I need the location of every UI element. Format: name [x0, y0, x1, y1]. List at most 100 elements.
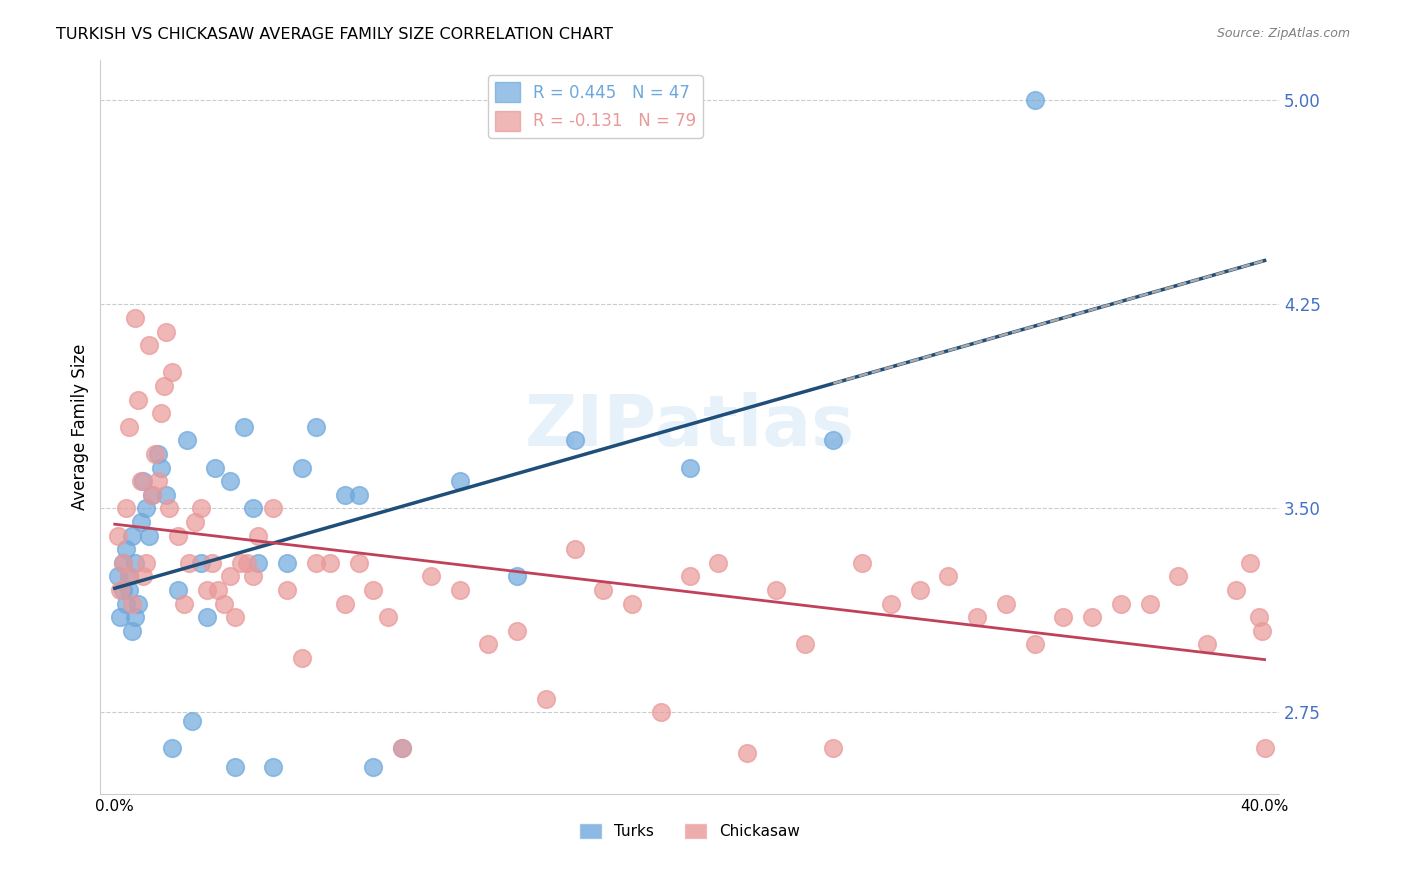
Chickasaw	[650, 706, 672, 720]
Text: TURKISH VS CHICKASAW AVERAGE FAMILY SIZE CORRELATION CHART: TURKISH VS CHICKASAW AVERAGE FAMILY SIZE…	[56, 27, 613, 42]
Turks	[262, 760, 284, 774]
Chickasaw	[377, 610, 399, 624]
Chickasaw	[138, 338, 160, 352]
Turks	[290, 460, 312, 475]
Chickasaw	[110, 582, 132, 597]
Chickasaw	[1253, 740, 1275, 755]
Turks	[121, 624, 143, 638]
Turks	[823, 434, 845, 448]
Chickasaw	[135, 556, 157, 570]
Chickasaw	[143, 447, 166, 461]
Chickasaw	[152, 379, 174, 393]
Chickasaw	[305, 556, 328, 570]
Chickasaw	[347, 556, 370, 570]
Chickasaw	[112, 556, 135, 570]
Turks	[333, 488, 356, 502]
Chickasaw	[363, 582, 385, 597]
Turks	[391, 740, 413, 755]
Turks	[155, 488, 177, 502]
Chickasaw	[121, 597, 143, 611]
Chickasaw	[449, 582, 471, 597]
Chickasaw	[1024, 637, 1046, 651]
Turks	[107, 569, 129, 583]
Chickasaw	[1225, 582, 1247, 597]
Chickasaw	[793, 637, 815, 651]
Chickasaw	[127, 392, 149, 407]
Chickasaw	[247, 528, 270, 542]
Chickasaw	[1197, 637, 1219, 651]
Turks	[138, 528, 160, 542]
Turks	[1024, 94, 1046, 108]
Chickasaw	[319, 556, 342, 570]
Chickasaw	[851, 556, 873, 570]
Chickasaw	[262, 501, 284, 516]
Chickasaw	[212, 597, 235, 611]
Turks	[218, 474, 240, 488]
Chickasaw	[107, 528, 129, 542]
Chickasaw	[1109, 597, 1132, 611]
Chickasaw	[1081, 610, 1104, 624]
Chickasaw	[707, 556, 730, 570]
Turks	[118, 569, 141, 583]
Chickasaw	[201, 556, 224, 570]
Turks	[276, 556, 298, 570]
Chickasaw	[994, 597, 1017, 611]
Turks	[112, 556, 135, 570]
Chickasaw	[621, 597, 644, 611]
Turks	[305, 419, 328, 434]
Turks	[347, 488, 370, 502]
Text: Source: ZipAtlas.com: Source: ZipAtlas.com	[1216, 27, 1350, 40]
Chickasaw	[231, 556, 253, 570]
Chickasaw	[129, 474, 152, 488]
Turks	[115, 597, 138, 611]
Chickasaw	[149, 406, 172, 420]
Turks	[110, 610, 132, 624]
Chickasaw	[1167, 569, 1189, 583]
Turks	[242, 501, 264, 516]
Chickasaw	[157, 501, 180, 516]
Chickasaw	[118, 569, 141, 583]
Turks	[132, 474, 155, 488]
Chickasaw	[124, 311, 146, 326]
Turks	[176, 434, 198, 448]
Turks	[363, 760, 385, 774]
Turks	[181, 714, 204, 728]
Chickasaw	[224, 610, 246, 624]
Turks	[195, 610, 218, 624]
Chickasaw	[218, 569, 240, 583]
Turks	[127, 597, 149, 611]
Turks	[204, 460, 226, 475]
Chickasaw	[938, 569, 960, 583]
Turks	[506, 569, 529, 583]
Chickasaw	[184, 515, 207, 529]
Chickasaw	[160, 365, 183, 379]
Text: ZIPatlas: ZIPatlas	[524, 392, 855, 461]
Chickasaw	[908, 582, 931, 597]
Y-axis label: Average Family Size: Average Family Size	[72, 343, 89, 510]
Turks	[115, 542, 138, 557]
Chickasaw	[1052, 610, 1074, 624]
Chickasaw	[167, 528, 190, 542]
Chickasaw	[115, 501, 138, 516]
Chickasaw	[190, 501, 212, 516]
Chickasaw	[823, 740, 845, 755]
Turks	[124, 556, 146, 570]
Chickasaw	[1139, 597, 1161, 611]
Turks	[149, 460, 172, 475]
Chickasaw	[290, 651, 312, 665]
Turks	[679, 460, 702, 475]
Chickasaw	[207, 582, 229, 597]
Chickasaw	[534, 691, 557, 706]
Chickasaw	[735, 746, 758, 760]
Chickasaw	[141, 488, 163, 502]
Chickasaw	[506, 624, 529, 638]
Chickasaw	[477, 637, 499, 651]
Turks	[121, 528, 143, 542]
Chickasaw	[118, 419, 141, 434]
Chickasaw	[564, 542, 586, 557]
Chickasaw	[1247, 610, 1270, 624]
Turks	[129, 515, 152, 529]
Chickasaw	[132, 569, 155, 583]
Turks	[224, 760, 246, 774]
Chickasaw	[146, 474, 169, 488]
